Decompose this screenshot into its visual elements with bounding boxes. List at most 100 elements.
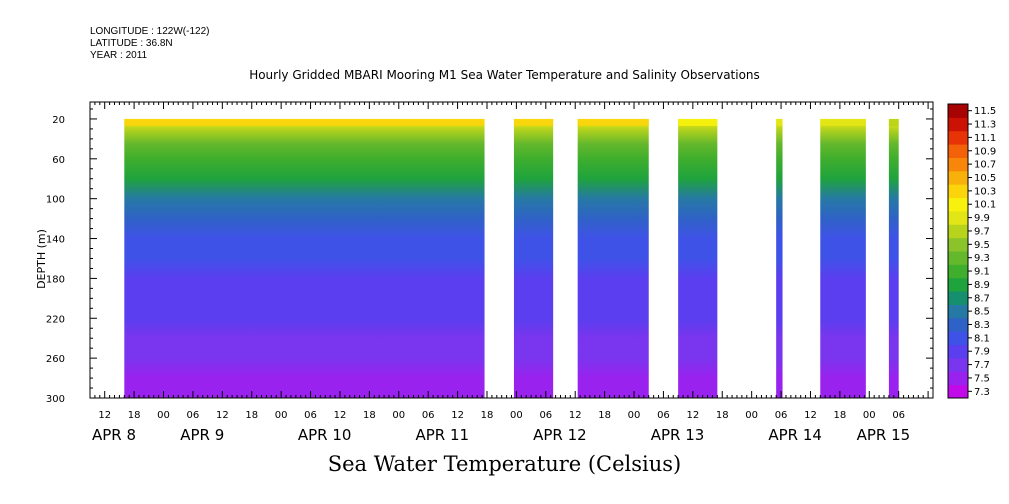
colorbar-swatch (948, 210, 968, 225)
y-tick-label: 60 (52, 155, 65, 166)
x-hour-label: 06 (775, 410, 788, 421)
surface-layer (888, 118, 899, 126)
colorbar-label: 9.7 (974, 226, 990, 237)
x-hour-label: 18 (128, 410, 141, 421)
x-hour-label: 00 (628, 410, 641, 421)
x-hour-label: 12 (98, 410, 111, 421)
colorbar-label: 9.3 (974, 253, 990, 264)
colorbar-label: 9.1 (974, 267, 990, 278)
colorbar-swatch (948, 170, 968, 185)
y-tick-label: 100 (46, 195, 65, 206)
x-hour-label: 18 (481, 410, 494, 421)
colorbar-label: 7.3 (974, 387, 990, 398)
colorbar-swatch (948, 197, 968, 212)
x-hour-label: 12 (569, 410, 582, 421)
x-day-label: APR 10 (298, 426, 352, 444)
colorbar-swatch (948, 357, 968, 372)
colorbar-swatch (948, 264, 968, 279)
x-hour-label: 06 (304, 410, 317, 421)
colorbar-swatch (948, 130, 968, 145)
data-segments (124, 118, 899, 399)
surface-layer (577, 118, 649, 126)
x-hour-label: 06 (539, 410, 552, 421)
colorbar-swatch (948, 291, 968, 305)
colorbar-swatch (948, 237, 968, 252)
plot-axes: 20 60 100 140 180 220 260 300 12 18 00 06 12 18 00 06 12… (46, 101, 934, 444)
surface-layer (776, 118, 783, 126)
colorbar-swatch (948, 117, 968, 132)
colorbar-label: 10.3 (974, 186, 996, 197)
x-hour-label: 06 (657, 410, 670, 421)
colorbar-label: 8.1 (974, 333, 990, 344)
colorbar-frame (947, 103, 969, 399)
longitude-label: LONGITUDE : 122W(-122) (90, 26, 210, 37)
x-hour-label: 00 (510, 410, 523, 421)
colorbar-swatch (948, 184, 968, 199)
colorbar-label: 10.9 (974, 146, 996, 157)
surface-layer (513, 118, 554, 126)
x-hour-label: 12 (686, 410, 699, 421)
colorbar-swatch (948, 277, 968, 292)
colorbar-swatch (948, 144, 968, 158)
colorbar-label: 9.5 (974, 240, 990, 251)
colorbar-label: 10.5 (974, 173, 996, 184)
x-hour-label: 18 (716, 410, 729, 421)
x-hour-label: 18 (245, 410, 258, 421)
colorbar-swatch (948, 371, 968, 386)
x-hour-label: 18 (834, 410, 847, 421)
y-tick-label: 220 (46, 314, 65, 325)
surface-layer (678, 118, 718, 126)
colorbar: 7.3 7.5 7.7 7.9 8.1 8.3 8.5 8.7 8.9 9.1 9.3 9.5 9.7 9… (947, 103, 996, 399)
y-tick-label: 300 (46, 394, 65, 405)
y-tick-label: 180 (46, 274, 65, 285)
y-tick-label: 20 (52, 115, 65, 126)
surface-layer (124, 118, 485, 126)
colorbar-swatch (948, 317, 968, 332)
x-hour-label: 12 (451, 410, 464, 421)
colorbar-swatch (948, 384, 968, 399)
surface-layer (820, 118, 866, 126)
colorbar-swatch (948, 344, 968, 359)
colorbar-swatch (948, 331, 968, 346)
data-segment (678, 118, 718, 399)
x-hour-label: 06 (892, 410, 905, 421)
x-day-label: APR 15 (857, 426, 911, 444)
x-hour-label: 18 (598, 410, 611, 421)
colorbar-label: 7.9 (974, 347, 990, 358)
colorbar-label: 10.7 (974, 160, 996, 171)
x-hour-label: 18 (363, 410, 376, 421)
x-hour-label: 00 (275, 410, 288, 421)
colorbar-label: 11.3 (974, 120, 996, 131)
chart-title: Hourly Gridded MBARI Mooring M1 Sea Wate… (249, 68, 760, 82)
x-hour-label: 12 (216, 410, 229, 421)
colorbar-label: 8.3 (974, 320, 990, 331)
x-hour-label: 00 (392, 410, 405, 421)
data-segment (513, 118, 554, 399)
colorbar-label: 8.9 (974, 280, 990, 291)
colorbar-label: 8.5 (974, 307, 990, 318)
data-segment (776, 118, 783, 399)
x-hour-label: 00 (745, 410, 758, 421)
y-tick-label: 140 (46, 235, 65, 246)
x-day-label: APR 13 (651, 426, 705, 444)
colorbar-label: 9.9 (974, 213, 990, 224)
data-segment (577, 118, 649, 399)
colorbar-label: 11.1 (974, 133, 996, 144)
colorbar-label: 10.1 (974, 200, 996, 211)
colorbar-label: 11.5 (974, 106, 996, 117)
colorbar-label: 7.5 (974, 373, 990, 384)
x-hour-label: 06 (187, 410, 200, 421)
x-hour-label: 12 (334, 410, 347, 421)
x-day-label: APR 14 (768, 426, 822, 444)
x-day-label: APR 12 (533, 426, 587, 444)
colorbar-swatch (948, 224, 968, 239)
x-hour-label: 12 (804, 410, 817, 421)
y-axis-label: DEPTH (m) (35, 229, 48, 289)
y-tick-label: 260 (46, 354, 65, 365)
data-segment (124, 118, 485, 399)
colorbar-label: 7.7 (974, 360, 990, 371)
x-hour-label: 00 (863, 410, 876, 421)
year-label: YEAR : 2011 (90, 50, 148, 61)
x-day-label: APR 8 (92, 426, 136, 444)
